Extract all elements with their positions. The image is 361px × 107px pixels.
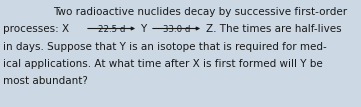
Text: 33.0 d: 33.0 d <box>163 25 190 34</box>
Text: 22.5 d: 22.5 d <box>98 25 125 34</box>
Text: Z. The times are half-lives: Z. The times are half-lives <box>206 24 342 34</box>
Text: ical applications. At what time after X is first formed will Y be: ical applications. At what time after X … <box>3 59 323 69</box>
Text: Two radioactive nuclides decay by successive first-order: Two radioactive nuclides decay by succes… <box>53 7 347 17</box>
Text: processes: X: processes: X <box>3 24 69 34</box>
Text: most abundant?: most abundant? <box>3 76 88 86</box>
Text: in days. Suppose that Y is an isotope that is required for med-: in days. Suppose that Y is an isotope th… <box>3 42 327 52</box>
Text: Y: Y <box>140 24 146 34</box>
